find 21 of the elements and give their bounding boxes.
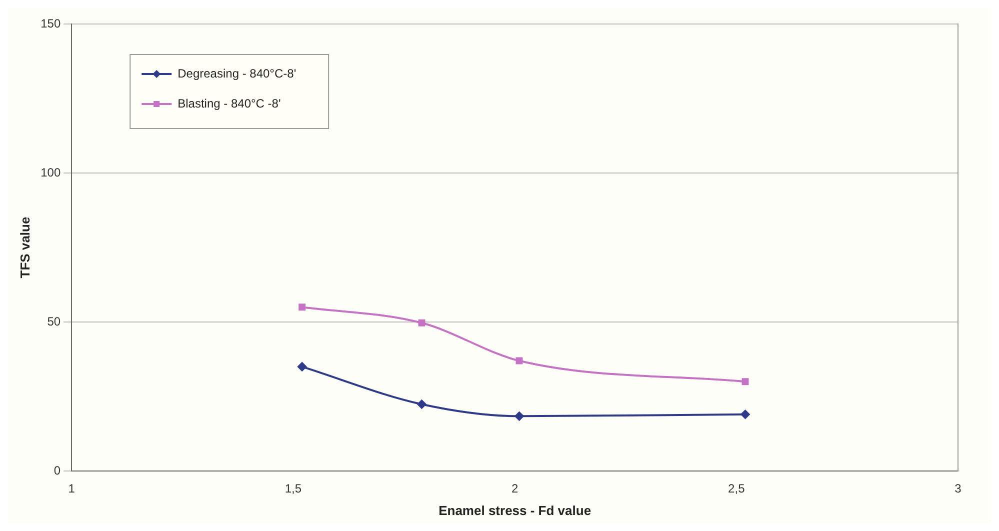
x-tick-label: 3 <box>954 482 962 496</box>
point <box>516 357 523 364</box>
point <box>298 362 307 372</box>
point <box>740 410 750 419</box>
point <box>417 400 426 409</box>
legend-label: Blasting - 840°C -8' <box>178 96 281 110</box>
legend-label: Degreasing - 840°C-8' <box>178 66 296 80</box>
point <box>514 412 524 421</box>
y-tick-label: 150 <box>40 16 61 30</box>
y-tick-label: 50 <box>47 314 61 328</box>
x-tick-label: 2 <box>511 482 518 496</box>
y-axis-title: TFS value <box>17 216 32 278</box>
point <box>742 378 749 386</box>
point <box>298 304 306 311</box>
y-tick-label: 100 <box>40 165 61 180</box>
x-tick-label: 2,5 <box>728 482 746 496</box>
point <box>418 319 426 326</box>
y-tick-label: 0 <box>54 463 61 478</box>
x-axis-title: Enamel stress - Fd value <box>438 502 592 518</box>
x-tick-label: 1 <box>68 482 76 496</box>
x-tick-label: 1,5 <box>284 482 302 496</box>
